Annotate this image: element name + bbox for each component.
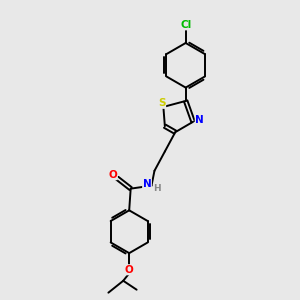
Text: S: S [158,98,166,108]
Text: N: N [143,179,152,189]
Text: H: H [154,184,161,193]
Text: Cl: Cl [180,20,191,30]
Text: O: O [109,170,117,180]
Text: N: N [195,115,204,125]
Text: O: O [125,265,134,275]
